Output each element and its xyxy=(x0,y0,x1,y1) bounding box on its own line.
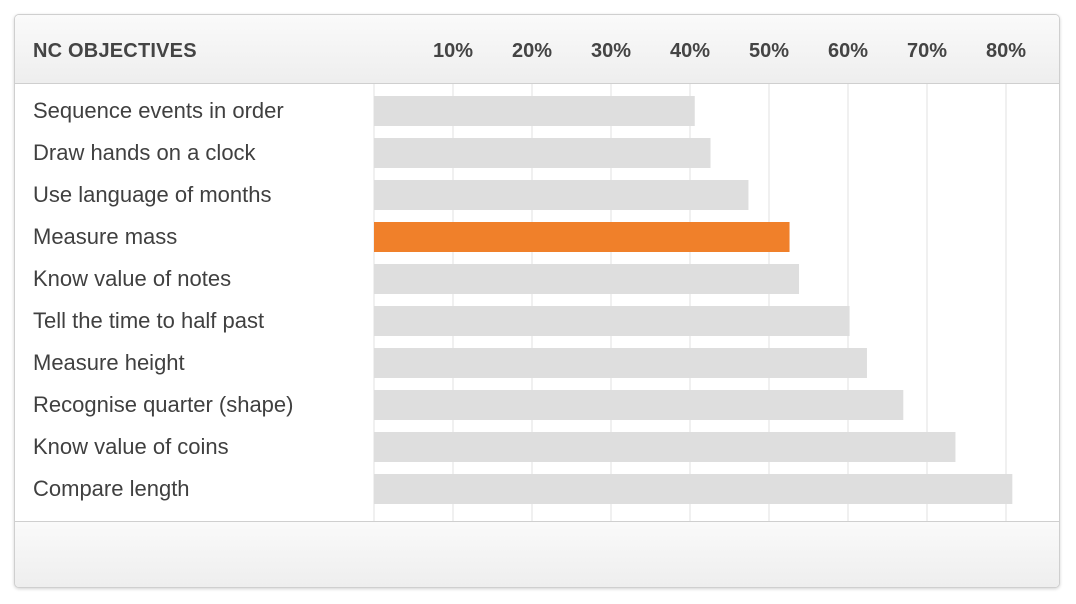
bar xyxy=(374,96,695,126)
category-label: Tell the time to half past xyxy=(33,308,265,333)
bar xyxy=(374,474,1013,504)
category-label: Compare length xyxy=(33,476,190,501)
chart-card: NC OBJECTIVES 10% 20% 30% 40% 50% 60% 70% 80% S… xyxy=(14,14,1060,588)
x-tick-label: 20% xyxy=(511,40,553,62)
category-label: Draw hands on a clock xyxy=(33,140,256,165)
x-tick-label: 60% xyxy=(827,40,869,62)
bar xyxy=(374,264,800,294)
category-label: Sequence events in order xyxy=(33,98,284,123)
x-tick-label: 80% xyxy=(985,40,1027,62)
x-tick-label: 50% xyxy=(748,40,790,62)
x-tick-label: 70% xyxy=(906,40,948,62)
bar xyxy=(374,180,749,210)
category-label: Recognise quarter (shape) xyxy=(33,392,294,417)
category-label: Know value of coins xyxy=(33,434,229,459)
bar xyxy=(374,306,850,336)
category-label: Know value of notes xyxy=(33,266,232,291)
x-tick-label: 10% xyxy=(432,40,474,62)
category-label: Use language of months xyxy=(33,182,272,207)
plot-area: Sequence events in order Draw hands on a … xyxy=(15,84,1059,522)
bar xyxy=(374,432,956,462)
bar xyxy=(374,348,867,378)
bar xyxy=(374,390,904,420)
x-tick-label: 30% xyxy=(590,40,632,62)
chart-header: NC OBJECTIVES 10% 20% 30% 40% 50% 60% 70% 80% xyxy=(15,15,1059,84)
category-label: Measure mass xyxy=(33,224,178,249)
bar-highlighted xyxy=(374,222,790,252)
x-tick-label: 40% xyxy=(669,40,711,62)
chart-footer xyxy=(15,521,1059,587)
bar xyxy=(374,138,711,168)
bar-chart xyxy=(373,84,1013,522)
header-title: NC OBJECTIVES xyxy=(33,40,197,62)
category-label: Measure height xyxy=(33,350,185,375)
